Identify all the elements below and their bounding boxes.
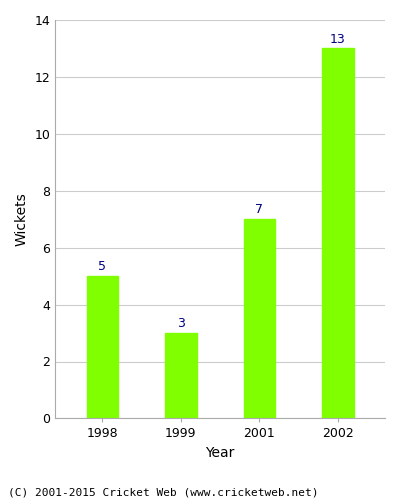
Bar [322,48,354,418]
X-axis label: Year: Year [206,446,235,460]
Text: 7: 7 [255,204,263,216]
Text: 13: 13 [330,32,346,46]
Y-axis label: Wickets: Wickets [15,192,29,246]
Text: 3: 3 [177,317,185,330]
Text: (C) 2001-2015 Cricket Web (www.cricketweb.net): (C) 2001-2015 Cricket Web (www.cricketwe… [8,488,318,498]
Text: 5: 5 [98,260,106,274]
Bar [244,219,275,418]
Bar [165,333,196,418]
Bar [87,276,118,418]
